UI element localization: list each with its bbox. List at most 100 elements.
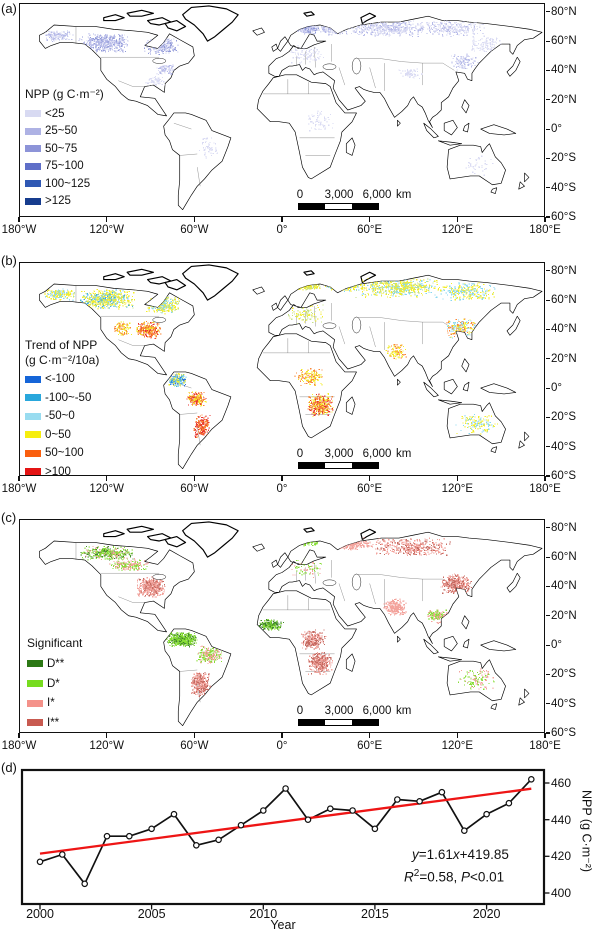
lat-tick <box>545 416 550 418</box>
lon-tick-label: 120°E <box>441 223 474 236</box>
chart-frame-border <box>20 768 546 906</box>
scalebar-zero: 0 <box>296 448 304 460</box>
lon-tick <box>456 733 458 738</box>
legend-label: D* <box>47 677 60 690</box>
year-tick-label: 2000 <box>26 907 54 921</box>
legend-trend-title-line2: (g C·m⁻²/10a) <box>25 353 100 367</box>
data-point-2002 <box>81 880 89 888</box>
data-point-2001 <box>58 851 66 858</box>
legend-swatch <box>27 719 43 727</box>
lon-tick-label: 180°W <box>1 482 37 495</box>
lon-tick <box>456 476 458 481</box>
lon-tick-label: 180°E <box>529 223 561 236</box>
lat-tick-label: 60°S <box>551 469 577 482</box>
legend-trend: Trend of NPP (g C·m⁻²/10a) <-100 -100~-50… <box>25 338 99 481</box>
map-panel-b: Trend of NPP (g C·m⁻²/10a) <-100 -100~-50… <box>19 262 545 478</box>
legend-swatch <box>27 699 43 707</box>
data-point-2006 <box>170 810 178 818</box>
legend-entry-3: 75~100 <box>25 158 104 176</box>
lon-tick <box>18 733 20 738</box>
year-tick-label: 2020 <box>472 907 501 921</box>
lon-tick <box>456 217 458 222</box>
legend-swatch <box>25 145 41 153</box>
year-tick-label: 2005 <box>137 907 166 921</box>
lat-tick <box>545 270 550 272</box>
lat-tick <box>545 99 550 101</box>
legend-swatch <box>25 110 41 118</box>
x-axis-title: Year <box>270 918 296 932</box>
eq-mid: =1.61 <box>418 847 453 862</box>
lat-tick <box>545 475 550 477</box>
lat-tick <box>545 527 550 529</box>
lon-tick-label: 0° <box>276 223 288 236</box>
lat-tick-label: 60°N <box>551 35 577 48</box>
lon-tick-label: 60°W <box>180 739 209 752</box>
data-point-2022 <box>527 776 535 783</box>
lat-tick <box>545 11 550 13</box>
lat-tick-label: 40°S <box>551 697 577 710</box>
lat-tick-label: 80°N <box>551 264 577 277</box>
legend-swatch <box>25 394 41 402</box>
eq-x: x <box>452 847 460 862</box>
lon-tick-label: 180°E <box>529 739 561 752</box>
lat-tick-label: 0° <box>551 639 562 651</box>
lat-tick <box>545 732 550 734</box>
scalebar-unit: km <box>396 705 412 717</box>
regression-r2-p: R2=0.58, P<0.01 <box>404 864 509 887</box>
lat-tick <box>545 673 550 675</box>
data-point-2018 <box>438 788 446 796</box>
lon-tick-label: 60°E <box>357 482 383 495</box>
year-tick-label: 2010 <box>249 907 278 921</box>
data-point-2003 <box>103 832 111 840</box>
legend-label: -100~-50 <box>45 391 92 404</box>
lat-tick-label: 0° <box>551 123 562 135</box>
legend-npp: NPP (g C·m⁻²) <25 25~50 50~75 75~100 100~125… <box>25 87 104 210</box>
legend-entry-4: 100~125 <box>25 175 104 193</box>
lat-tick <box>545 69 550 72</box>
legend-swatch <box>27 660 43 668</box>
data-point-2020 <box>483 810 490 818</box>
legend-label: 75~100 <box>45 160 84 173</box>
legend-entry-2: I* <box>27 693 82 713</box>
lon-tick <box>281 217 283 222</box>
npp-tick-label: 460 <box>551 776 572 790</box>
r-value: =0.58, <box>419 869 461 885</box>
legend-swatch <box>25 375 41 383</box>
data-point-2021 <box>505 799 513 807</box>
lon-tick <box>106 733 108 738</box>
lat-tick-label: 60°S <box>551 726 577 739</box>
lat-tick-label: 20°S <box>551 152 577 165</box>
panel-a-label: (a) <box>1 1 17 16</box>
data-point-2017 <box>416 797 423 805</box>
lat-tick <box>545 187 550 189</box>
lon-tick <box>369 476 371 481</box>
scalebar-bar <box>298 462 379 469</box>
lat-tick-label: 80°N <box>551 5 577 18</box>
lon-tick <box>193 476 195 481</box>
legend-entry-0: D** <box>27 654 82 674</box>
legend-entry-5: >100 <box>25 463 99 482</box>
lat-tick <box>545 703 550 705</box>
trend-line <box>39 787 532 855</box>
lon-tick-label: 60°E <box>357 739 383 752</box>
lat-tick <box>545 585 550 588</box>
npp-timeseries-plot <box>20 768 550 910</box>
lat-tick <box>545 40 550 42</box>
lat-tick-label: 40°N <box>551 580 577 593</box>
lat-tick-label: 60°S <box>551 210 577 223</box>
lat-tick-label: 20°N <box>551 93 577 106</box>
scalebar-6000: 6,000 <box>362 448 392 460</box>
eq-tail: +419.85 <box>459 847 509 862</box>
lon-tick-label: 60°E <box>357 223 383 236</box>
legend-swatch <box>25 449 41 457</box>
map-data-dots <box>80 535 495 698</box>
legend-entry-2: -50~0 <box>25 407 99 426</box>
scalebar-6000: 6,000 <box>362 189 392 201</box>
lat-tick-label: 40°S <box>551 181 577 194</box>
lon-tick <box>193 217 195 222</box>
lon-tick-label: 120°E <box>441 739 474 752</box>
lon-tick-label: 120°W <box>89 482 124 495</box>
panel-d-label: (d) <box>1 760 17 775</box>
lon-tick-label: 0° <box>276 482 288 495</box>
